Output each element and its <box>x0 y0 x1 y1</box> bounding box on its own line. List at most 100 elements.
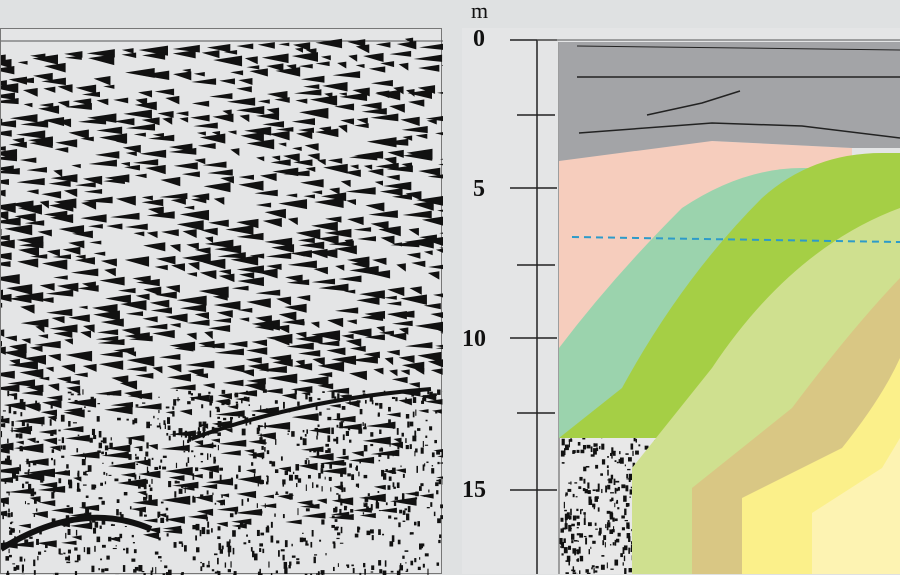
seismic-speckle <box>348 426 350 430</box>
seismic-speckle <box>218 571 221 575</box>
seismic-speckle <box>319 540 321 542</box>
seismic-wiggle <box>18 247 39 257</box>
seismic-speckle <box>158 397 159 398</box>
seismic-speckle <box>22 565 24 572</box>
seismic-speckle <box>11 522 13 523</box>
seismic-wiggle <box>203 383 215 389</box>
seismic-speckle <box>260 405 261 411</box>
seismic-speckle <box>249 404 250 406</box>
seismic-wiggle <box>392 377 408 383</box>
seismic-wiggle <box>1 211 8 220</box>
seismic-speckle <box>52 449 54 453</box>
seismic-speckle <box>387 453 389 459</box>
seismic-speckle <box>77 394 80 396</box>
seismic-speckle <box>222 546 224 550</box>
interpreted-section <box>462 28 900 574</box>
seismic-speckle <box>334 527 338 530</box>
seismic-wiggle <box>52 254 71 259</box>
seismic-wiggle <box>351 451 363 457</box>
seismic-speckle <box>243 542 246 544</box>
seismic-wiggle <box>1 217 21 225</box>
seismic-speckle <box>200 566 202 571</box>
seismic-speckle <box>402 493 404 500</box>
seismic-wiggle <box>53 169 62 177</box>
seismic-wiggle <box>66 351 93 362</box>
seismic-speckle <box>419 557 420 560</box>
seismic-speckle <box>85 508 89 513</box>
seismic-speckle <box>296 558 299 560</box>
seismic-wiggle <box>157 111 173 118</box>
seismic-speckle <box>193 473 195 479</box>
seismic-wiggle <box>16 441 24 445</box>
seismic-wiggle <box>246 298 270 308</box>
seismic-speckle <box>9 549 10 553</box>
seismic-speckle <box>322 391 325 393</box>
seismic-speckle <box>51 492 54 498</box>
seismic-wiggle <box>125 224 148 230</box>
seismic-speckle <box>85 455 86 459</box>
seismic-wiggle <box>418 65 439 72</box>
seismic-speckle <box>65 533 66 539</box>
seismic-wiggle <box>83 364 97 372</box>
seismic-speckle <box>406 414 409 419</box>
seismic-wiggle <box>286 193 297 197</box>
seismic-speckle <box>173 431 176 437</box>
seismic-speckle <box>321 519 324 524</box>
seismic-speckle <box>91 397 94 402</box>
seismic-speckle <box>5 458 9 460</box>
seismic-speckle <box>285 540 288 547</box>
seismic-speckle <box>405 550 409 552</box>
seismic-speckle <box>138 565 142 571</box>
seismic-speckle <box>257 428 260 435</box>
seismic-speckle <box>12 530 15 532</box>
seismic-wiggle <box>312 190 323 194</box>
seismic-wiggle <box>413 201 434 211</box>
seismic-speckle <box>341 527 343 533</box>
seismic-wiggle <box>104 406 132 415</box>
seismic-wiggle <box>346 187 376 195</box>
seismic-wiggle <box>194 443 214 448</box>
seismic-wiggle <box>122 48 134 53</box>
seismic-speckle <box>436 451 440 455</box>
seismic-speckle <box>115 537 117 539</box>
seismic-wiggle <box>202 50 220 58</box>
seismic-speckle <box>135 454 136 456</box>
seismic-speckle <box>68 529 71 535</box>
seismic-speckle <box>283 484 285 487</box>
seismic-speckle <box>331 428 334 434</box>
seismic-speckle <box>356 484 359 487</box>
seismic-speckle <box>208 392 210 394</box>
seismic-speckle <box>310 542 312 548</box>
seismic-speckle <box>2 462 5 464</box>
seismic-wiggle <box>292 52 318 62</box>
seismic-wiggle <box>43 438 57 445</box>
seismic-speckle <box>212 442 213 444</box>
seismic-speckle <box>66 562 70 564</box>
seismic-wiggle <box>405 342 432 348</box>
seismic-wiggle <box>104 268 116 276</box>
seismic-wiggle <box>387 350 400 356</box>
seismic-wiggle <box>39 429 57 434</box>
seismic-speckle <box>98 568 99 570</box>
seismic-wiggle <box>95 151 119 158</box>
seismic-wiggle <box>292 118 315 125</box>
seismic-wiggle <box>219 440 246 447</box>
seismic-wiggle <box>134 232 145 237</box>
seismic-speckle <box>370 432 373 437</box>
seismic-speckle <box>276 570 278 573</box>
seismic-speckle <box>172 406 174 409</box>
seismic-speckle <box>305 434 307 437</box>
seismic-speckle <box>350 403 351 405</box>
seismic-wiggle <box>9 142 27 148</box>
seismic-wiggle <box>381 236 395 245</box>
seismic-speckle <box>116 509 119 515</box>
seismic-speckle <box>176 390 178 391</box>
seismic-speckle <box>215 503 216 505</box>
seismic-speckle <box>158 537 160 540</box>
seismic-speckle <box>194 455 195 457</box>
seismic-speckle <box>318 425 320 427</box>
seismic-speckle <box>99 431 102 438</box>
seismic-speckle <box>325 444 329 447</box>
seismic-speckle <box>9 406 11 413</box>
seismic-wiggle <box>395 468 406 473</box>
